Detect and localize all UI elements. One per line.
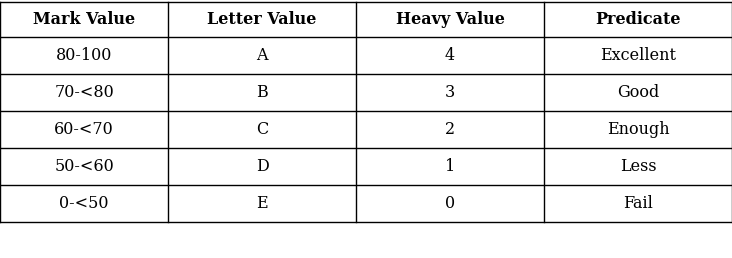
Text: 4: 4	[445, 47, 455, 64]
Text: E: E	[256, 195, 268, 212]
Text: 0-<50: 0-<50	[59, 195, 109, 212]
Text: Enough: Enough	[607, 121, 669, 138]
Text: 60-<70: 60-<70	[54, 121, 114, 138]
Text: 70-<80: 70-<80	[54, 84, 114, 101]
Text: 0: 0	[445, 195, 455, 212]
Text: Less: Less	[620, 158, 657, 175]
Text: Letter Value: Letter Value	[207, 11, 317, 28]
Text: Mark Value: Mark Value	[33, 11, 135, 28]
Text: Predicate: Predicate	[595, 11, 681, 28]
Text: 2: 2	[445, 121, 455, 138]
Text: A: A	[256, 47, 268, 64]
Text: 1: 1	[445, 158, 455, 175]
Text: 50-<60: 50-<60	[54, 158, 114, 175]
Text: C: C	[256, 121, 268, 138]
Text: 80-100: 80-100	[56, 47, 112, 64]
Text: Excellent: Excellent	[600, 47, 676, 64]
Text: 3: 3	[445, 84, 455, 101]
Text: Heavy Value: Heavy Value	[395, 11, 504, 28]
Text: Good: Good	[617, 84, 659, 101]
Text: B: B	[256, 84, 268, 101]
Text: D: D	[255, 158, 269, 175]
Text: Fail: Fail	[623, 195, 653, 212]
